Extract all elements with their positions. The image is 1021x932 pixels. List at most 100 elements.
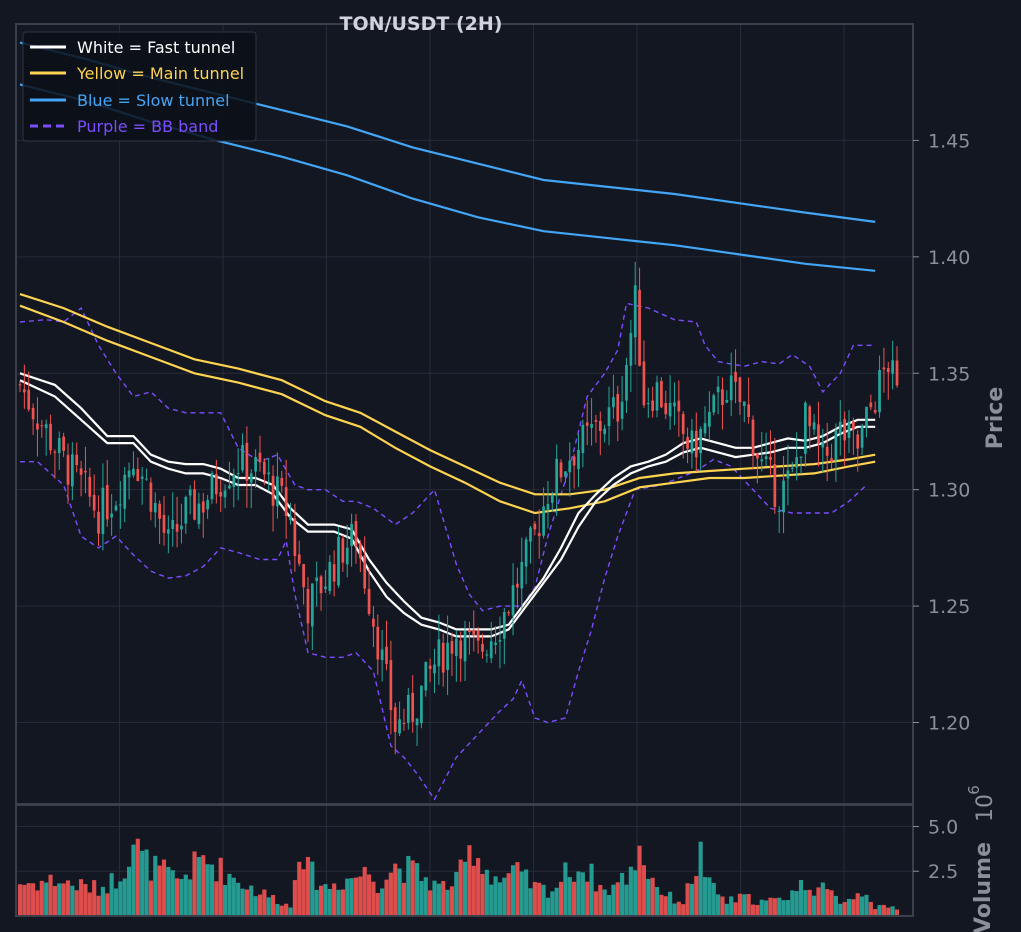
volume-bar [471,865,476,916]
candle-body [210,473,214,500]
candle-body [175,523,179,532]
volume-bar [772,898,777,916]
candle-body [847,421,851,438]
volume-bar [318,885,324,916]
candle-body [502,612,506,639]
candle-body [293,518,297,556]
candle-body [860,425,864,448]
price-tick-label: 1.30 [928,480,970,502]
candle-body [782,480,785,513]
candle-body [507,612,511,614]
volume-bar [602,889,607,916]
volume-bar [340,889,345,916]
candle-body [280,477,284,486]
candle-body [843,419,846,441]
volume-bar [113,888,119,916]
volume-bar [249,885,254,916]
candle-body [468,629,471,633]
price-tick-label: 1.40 [928,247,970,269]
candle-body [71,454,74,487]
volume-bar [39,880,44,916]
candle-body [838,421,842,434]
candle-body [673,402,676,407]
volume-bar [698,841,703,916]
candle-body [358,543,362,559]
volume-bar [580,872,585,916]
volume-bar [611,884,616,916]
candle-body [520,561,524,589]
candle-body [44,424,48,429]
candle-body [542,506,545,536]
candle-body [786,470,790,479]
candle-body [219,492,223,497]
volume-bar [428,890,433,916]
candle-body [75,454,79,466]
volume-bar [606,895,612,916]
volume-bar [506,873,511,916]
volume-bar [515,862,520,916]
volume-bar [654,887,660,916]
candle-body [214,474,218,495]
candle-body [389,660,393,711]
volume-bar [746,893,751,916]
volume-bar [755,904,760,916]
volume-bar [345,878,350,916]
candle-body [612,397,615,408]
volume-bar [140,850,145,916]
candle-body [734,371,737,382]
candle-body [607,407,611,427]
candle-body [232,475,236,487]
volume-bar [257,894,263,916]
volume-bar [279,905,284,916]
volume-bar [192,851,197,916]
volume-bar [183,874,188,916]
volume-bar [52,886,57,916]
volume-bar [127,866,132,916]
volume-bar [336,889,341,916]
candle-body [856,434,860,449]
volume-bar [480,873,485,916]
volume-bar [873,909,878,916]
volume-bar [807,889,812,916]
volume-bar [790,890,795,916]
volume-bar [563,862,568,916]
candle-body [537,532,541,537]
volume-bar [240,888,245,916]
candle-body [324,586,327,589]
candle-body [585,422,589,426]
candle-body [804,402,807,454]
volume-bar [153,855,158,916]
volume-bar [323,884,328,916]
volume-bar [270,894,276,916]
candle-body [834,430,838,461]
price-tick-label: 1.45 [928,130,970,152]
volume-bar [414,863,420,916]
volume-bar [105,893,110,916]
candle-body [424,662,428,691]
candle-body [380,649,384,661]
volume-bar [476,858,481,916]
volume-bar [694,875,699,916]
price-tick-label: 1.35 [928,363,970,385]
volume-bar [401,882,407,916]
candle-body [690,430,694,454]
volume-bar [650,877,655,916]
candle-body [878,369,881,413]
volume-bar [144,849,149,916]
candle-body [742,401,746,406]
volume-bar [205,864,210,916]
candle-body [546,503,550,510]
candle-body [524,539,528,567]
volume-bar [358,876,363,916]
volume-bar [881,904,886,916]
volume-bar [777,897,782,916]
candle-body [472,629,476,635]
candle-body [790,467,794,469]
volume-bar [449,886,455,916]
candle-body [149,482,153,512]
candle-body [577,449,580,470]
candle-body [62,436,65,451]
volume-bar [74,890,79,916]
candle-body [773,464,777,507]
